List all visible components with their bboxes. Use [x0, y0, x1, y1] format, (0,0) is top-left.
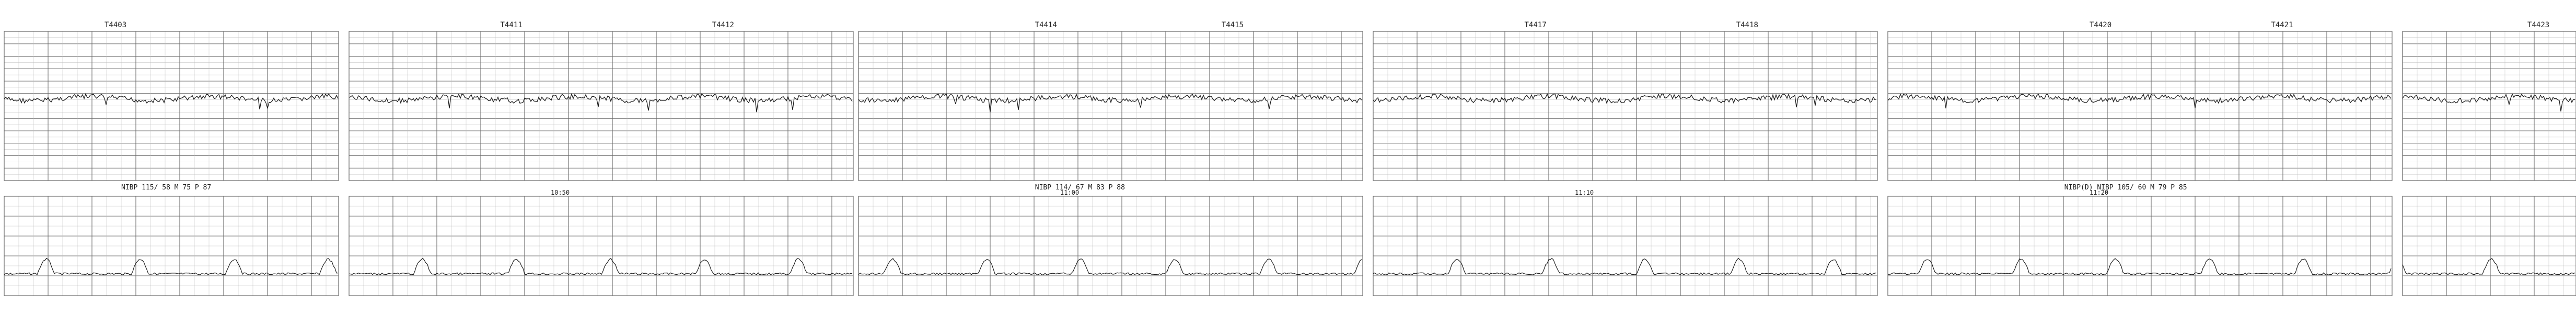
timestamp-label: T4423 — [2527, 21, 2549, 29]
fhr-grid — [349, 31, 854, 181]
uc-trace — [4, 257, 339, 276]
grid-border — [349, 31, 854, 181]
uc-grid — [4, 196, 339, 296]
timestamp-label: T4412 — [712, 21, 734, 29]
fhr-grid — [858, 31, 1363, 181]
uc-trace — [1887, 258, 2392, 276]
uc-grid — [1373, 196, 1878, 296]
time-mark: 11:00 — [1060, 189, 1079, 196]
grid-border — [2402, 31, 2576, 181]
timestamp-label: T4418 — [1736, 21, 1758, 29]
uc-trace — [2402, 257, 2575, 276]
timestamp-label: T4403 — [105, 21, 126, 29]
grid-border — [2402, 196, 2576, 296]
grid-border — [349, 196, 854, 296]
chart-panel — [1887, 31, 2393, 296]
grid-border — [858, 196, 1363, 296]
uc-trace — [1373, 257, 1877, 276]
uc-grid — [858, 196, 1363, 296]
timestamp-label: T4421 — [2271, 21, 2293, 29]
fhr-grid — [4, 31, 339, 181]
time-mark: 10:50 — [551, 189, 570, 196]
uc-grid — [349, 196, 854, 296]
chart-panel — [1373, 31, 1878, 296]
timestamp-label: T4420 — [2090, 21, 2111, 29]
chart-panel — [858, 31, 1363, 296]
fhr-trace — [1373, 93, 1877, 108]
chart-panel — [4, 31, 339, 296]
fhr-grid — [2402, 31, 2576, 181]
uc-grid — [1887, 196, 2393, 296]
nibp-annotation: NIBP 114/ 67 M 83 P 88 — [1035, 184, 1125, 192]
nibp-annotation: NIBP 115/ 58 M 75 P 87 — [121, 184, 211, 192]
chart-panel — [2402, 31, 2576, 296]
timestamp-label: T4417 — [1525, 21, 1547, 29]
grid-border — [4, 31, 339, 181]
fhr-trace — [4, 93, 339, 110]
timestamp-label: T4411 — [501, 21, 523, 29]
timestamp-label: T4414 — [1035, 21, 1057, 29]
fhr-trace — [858, 93, 1362, 113]
fhr-trace — [349, 93, 853, 113]
fhr-trace — [1887, 93, 2392, 109]
fhr-trace — [2402, 93, 2575, 112]
uc-grid — [2402, 196, 2576, 296]
fhr-grid — [1373, 31, 1878, 181]
grid-border — [1887, 31, 2393, 181]
uc-trace — [858, 257, 1362, 275]
grid-border — [1373, 31, 1878, 181]
chart-panel — [349, 31, 854, 296]
nibp-annotation: NIBP(D) NIBP 105/ 60 M 79 P 85 — [2064, 184, 2187, 192]
uc-trace — [349, 257, 853, 276]
grid-border — [1887, 196, 2393, 296]
grid-border — [858, 31, 1363, 181]
time-mark: 11:20 — [2090, 189, 2108, 196]
grid-border — [4, 196, 339, 296]
time-mark: 11:10 — [1575, 189, 1594, 196]
grid-border — [1373, 196, 1878, 296]
fhr-grid — [1887, 31, 2393, 181]
timestamp-label: T4415 — [1222, 21, 1244, 29]
